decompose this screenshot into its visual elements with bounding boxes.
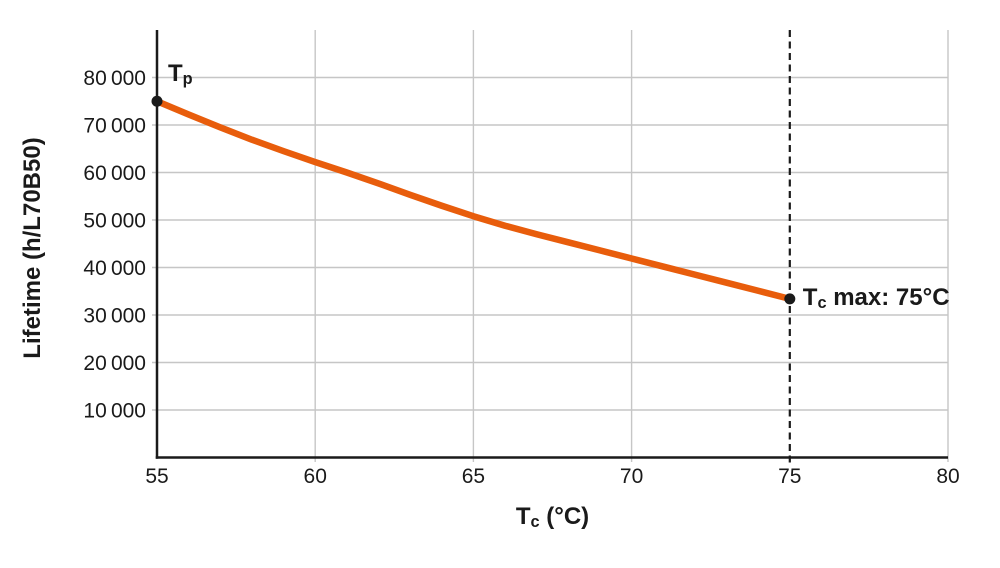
y-axis-title: Lifetime (h/L70B50): [19, 137, 47, 358]
annotation-tp: Tp: [168, 60, 193, 89]
data-point-tp: [151, 95, 163, 107]
lifetime-vs-case-temperature-curve: [153, 98, 794, 303]
annotation-tc-max: Tc max: 75°C: [802, 283, 950, 312]
x-tick-label: 70: [620, 465, 643, 488]
y-tick-label: 50 000: [83, 210, 146, 233]
x-tick-label: 80: [936, 465, 959, 488]
y-tick-label: 20 000: [83, 352, 146, 375]
data-point-tc-max: [784, 293, 796, 305]
y-tick-label: 10 000: [83, 400, 146, 423]
y-tick-label: 30 000: [83, 305, 146, 328]
y-tick-label: 60 000: [83, 162, 146, 185]
x-tick-label: 55: [145, 465, 168, 488]
y-tick-label: 80 000: [83, 67, 146, 90]
y-axis-title-text: Lifetime (h/L70B50): [19, 137, 46, 359]
y-tick-label: 70 000: [83, 115, 146, 138]
x-tick-label: 75: [778, 465, 801, 488]
x-tick-label: 60: [304, 465, 327, 488]
x-tick-label: 65: [462, 465, 485, 488]
y-tick-label: 40 000: [83, 257, 146, 280]
x-axis-title: Tc (°C): [515, 503, 590, 531]
